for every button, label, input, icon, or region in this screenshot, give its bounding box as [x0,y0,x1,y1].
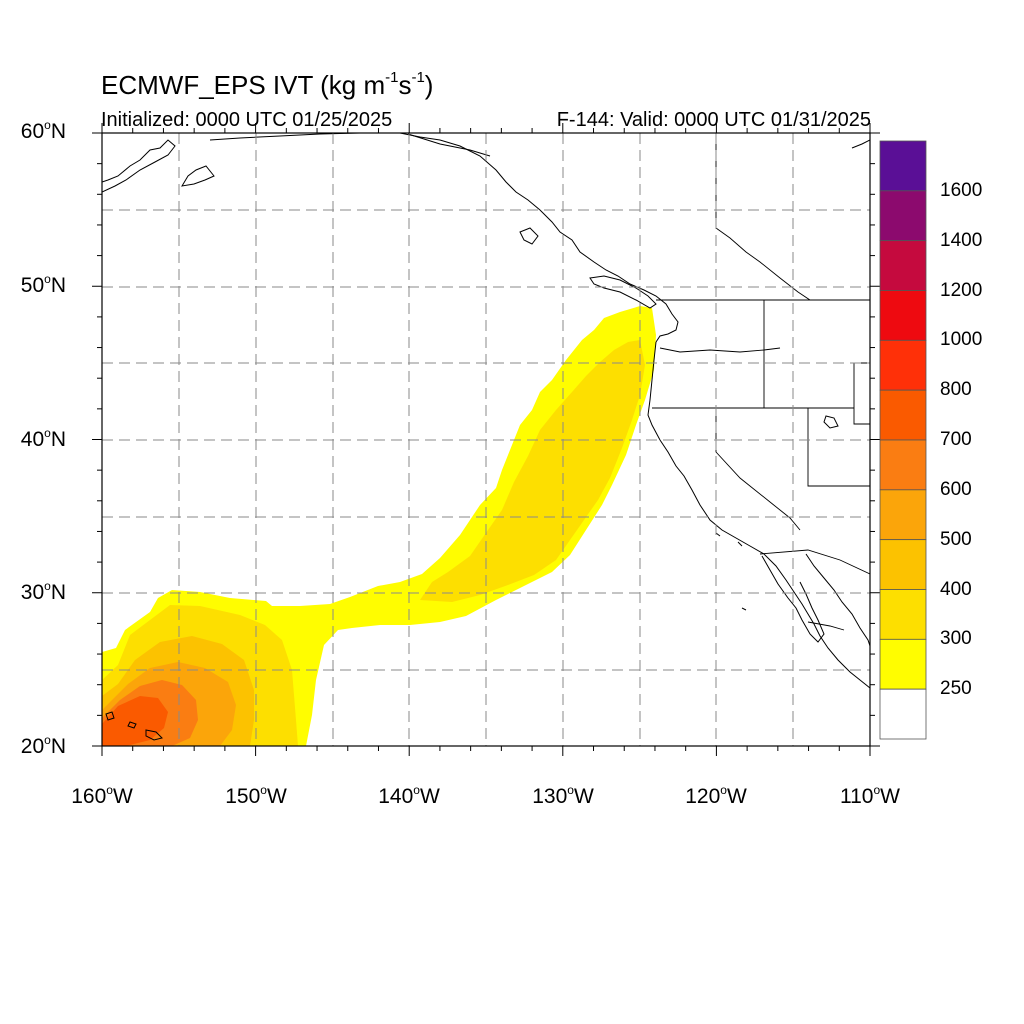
lat-label: 30oN [20,579,66,604]
ivt-contour-300 [102,340,645,746]
lon-label: 130oW [532,783,594,808]
colorbar-swatch [879,638,927,690]
colorbar-swatch [879,240,927,291]
ivt-field [102,306,656,746]
colorbar [879,140,927,740]
political-borders [652,133,870,631]
valid-time: F-144: Valid: 0000 UTC 01/31/2025 [556,109,871,131]
lon-label: 150oW [225,783,287,808]
colorbar-swatch [879,290,927,341]
gridlines [102,133,870,746]
colorbar-label: 400 [940,578,972,600]
lon-label: 160oW [71,783,133,808]
axis-ticks [92,123,880,756]
lat-label: 40oN [20,426,66,451]
ivt-contour-700 [102,696,168,746]
colorbar-swatch [879,339,927,391]
lat-label: 60oN [20,118,66,143]
lon-label: 120oW [685,783,747,808]
colorbar-label: 300 [940,628,972,650]
lat-label: 50oN [20,272,66,297]
init-time: Initialized: 0000 UTC 01/25/2025 [101,109,393,131]
lon-label: 140oW [378,783,440,808]
colorbar-swatch [879,439,927,491]
colorbar-label: 1400 [940,229,983,251]
colorbar-label: 1600 [940,179,983,201]
colorbar-label: 250 [940,678,972,700]
colorbar-label: 500 [940,528,972,550]
lat-label: 20oN [20,733,66,758]
colorbar-swatch [879,589,927,640]
colorbar-label: 600 [940,478,972,500]
colorbar-swatch [879,688,927,740]
colorbar-label: 1200 [940,279,983,301]
colorbar-label: 1000 [940,329,983,351]
map-title: ECMWF_EPS IVT (kg m-1s-1) [101,69,434,100]
colorbar-swatch [879,389,927,441]
lon-label: 110oW [840,783,900,808]
colorbar-label: 800 [940,379,972,401]
colorbar-swatch [879,140,927,192]
colorbar-swatch [879,489,927,541]
colorbar-swatch [879,539,927,590]
colorbar-label: 700 [940,429,972,450]
colorbar-swatch [879,190,927,242]
